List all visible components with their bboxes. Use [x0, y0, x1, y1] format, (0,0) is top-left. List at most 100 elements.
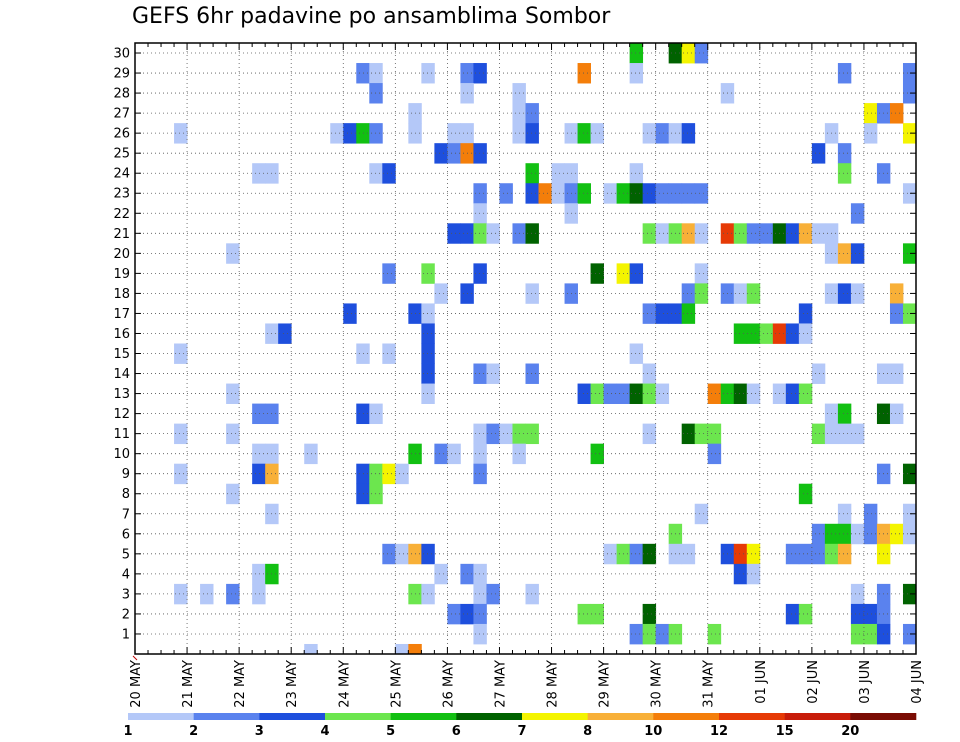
y-tick-label: 22: [113, 207, 130, 222]
heatmap-cell: [473, 363, 487, 384]
heatmap-cell: [525, 103, 539, 124]
heatmap-cell: [421, 583, 435, 605]
heatmap-cell: [525, 283, 539, 304]
heatmap-cell: [850, 603, 865, 625]
x-tick-label: 25 MAY: [389, 660, 404, 708]
heatmap-cell: [902, 623, 917, 645]
y-tick-label: 16: [113, 327, 130, 342]
x-tick-label: 31 MAY: [702, 660, 717, 708]
heatmap-cell: [577, 63, 591, 84]
x-tick-label: 27 MAY: [494, 660, 509, 708]
heatmap-cell: [889, 403, 904, 425]
heatmap-cell: [811, 523, 826, 545]
heatmap-cell: [642, 363, 657, 384]
heatmap-cell: [798, 223, 813, 244]
heatmap-cell: [577, 383, 591, 404]
heatmap-cell: [356, 123, 370, 144]
heatmap-cell: [655, 223, 670, 244]
legend-swatch: [587, 713, 654, 720]
heatmap-cell: [473, 203, 487, 224]
heatmap-cell: [746, 563, 761, 585]
heatmap-cell: [421, 303, 435, 324]
heatmap-cell: [811, 363, 826, 384]
heatmap-cell: [603, 183, 618, 204]
heatmap-cell: [486, 423, 500, 445]
legend-label: 1: [123, 724, 132, 739]
legend-swatch: [456, 713, 523, 720]
heatmap-cell: [395, 463, 409, 485]
heatmap-cell: [655, 303, 670, 324]
legend-label: 15: [776, 724, 794, 739]
heatmap-cell: [889, 303, 904, 324]
heatmap-cell: [174, 463, 188, 485]
heatmap-cell: [473, 443, 487, 465]
heatmap-cell: [226, 423, 240, 445]
heatmap-cell: [356, 63, 370, 84]
heatmap-cell: [655, 123, 670, 144]
heatmap-cell: [707, 623, 722, 645]
heatmap-cell: [642, 123, 657, 144]
legend-label: 8: [583, 724, 592, 739]
legend-swatch: [325, 713, 391, 720]
heatmap-cell: [434, 563, 448, 585]
heatmap-cell: [382, 463, 396, 485]
heatmap-cell: [421, 363, 435, 384]
heatmap-cell: [837, 403, 852, 425]
y-tick-label: 18: [113, 287, 130, 302]
legend-swatch: [850, 713, 917, 720]
heatmap-cell: [798, 603, 813, 625]
x-tick-label: 04 JUN: [910, 660, 925, 704]
heatmap-cell: [577, 183, 591, 204]
heatmap-cell: [863, 603, 878, 625]
x-tick-label: 29 MAY: [598, 660, 613, 708]
heatmap-cell: [629, 623, 644, 645]
heatmap-cell: [499, 423, 513, 445]
legend-swatch: [653, 713, 720, 720]
heatmap-cell: [798, 483, 813, 505]
y-tick-label: 23: [113, 187, 130, 202]
heatmap-cell: [785, 543, 800, 565]
heatmap-cell: [603, 543, 618, 565]
heatmap-cell: [473, 603, 487, 625]
heatmap-cell: [707, 423, 722, 445]
heatmap-cell: [850, 283, 865, 304]
heatmap-cell: [538, 183, 552, 204]
heatmap-cell: [356, 483, 370, 505]
y-tick-label: 19: [113, 267, 130, 282]
heatmap-cell: [863, 103, 878, 124]
heatmap-cell: [590, 123, 604, 144]
legend-label: 2: [189, 724, 198, 739]
heatmap-cell: [655, 623, 670, 645]
heatmap-cell: [369, 483, 383, 505]
legend-label: 5: [386, 724, 395, 739]
heatmap-cell: [278, 323, 292, 344]
heatmap-cell: [330, 123, 344, 144]
heatmap-cell: [811, 423, 826, 445]
heatmap-cell: [369, 123, 383, 144]
heatmap-cell: [304, 643, 318, 655]
x-tick-label: 03 JUN: [858, 660, 873, 704]
x-tick-label: 24 MAY: [337, 660, 352, 708]
heatmap-cell: [642, 603, 657, 625]
heatmap-cell: [785, 223, 800, 244]
heatmap-cell: [395, 543, 409, 565]
heatmap-cell: [226, 383, 240, 404]
heatmap-cell: [473, 63, 487, 84]
heatmap-cell: [902, 503, 917, 525]
heatmap-cell: [525, 363, 539, 384]
heatmap-cell: [369, 163, 383, 184]
y-tick-label: 15: [113, 347, 130, 362]
heatmap-cell: [473, 183, 487, 204]
heatmap-cell: [369, 403, 383, 425]
legend-swatch: [784, 713, 851, 720]
y-tick-label: 12: [113, 407, 130, 422]
x-tick-label: 28 MAY: [546, 660, 561, 708]
heatmap-cell: [369, 83, 383, 104]
x-tick-label: 26 MAY: [441, 660, 456, 708]
heatmap-cell: [473, 143, 487, 164]
heatmap-cell: [434, 443, 448, 465]
heatmap-cell: [642, 303, 657, 324]
heatmap-cell: [642, 383, 657, 404]
heatmap-cell: [902, 243, 917, 264]
heatmap-cell: [850, 423, 865, 445]
